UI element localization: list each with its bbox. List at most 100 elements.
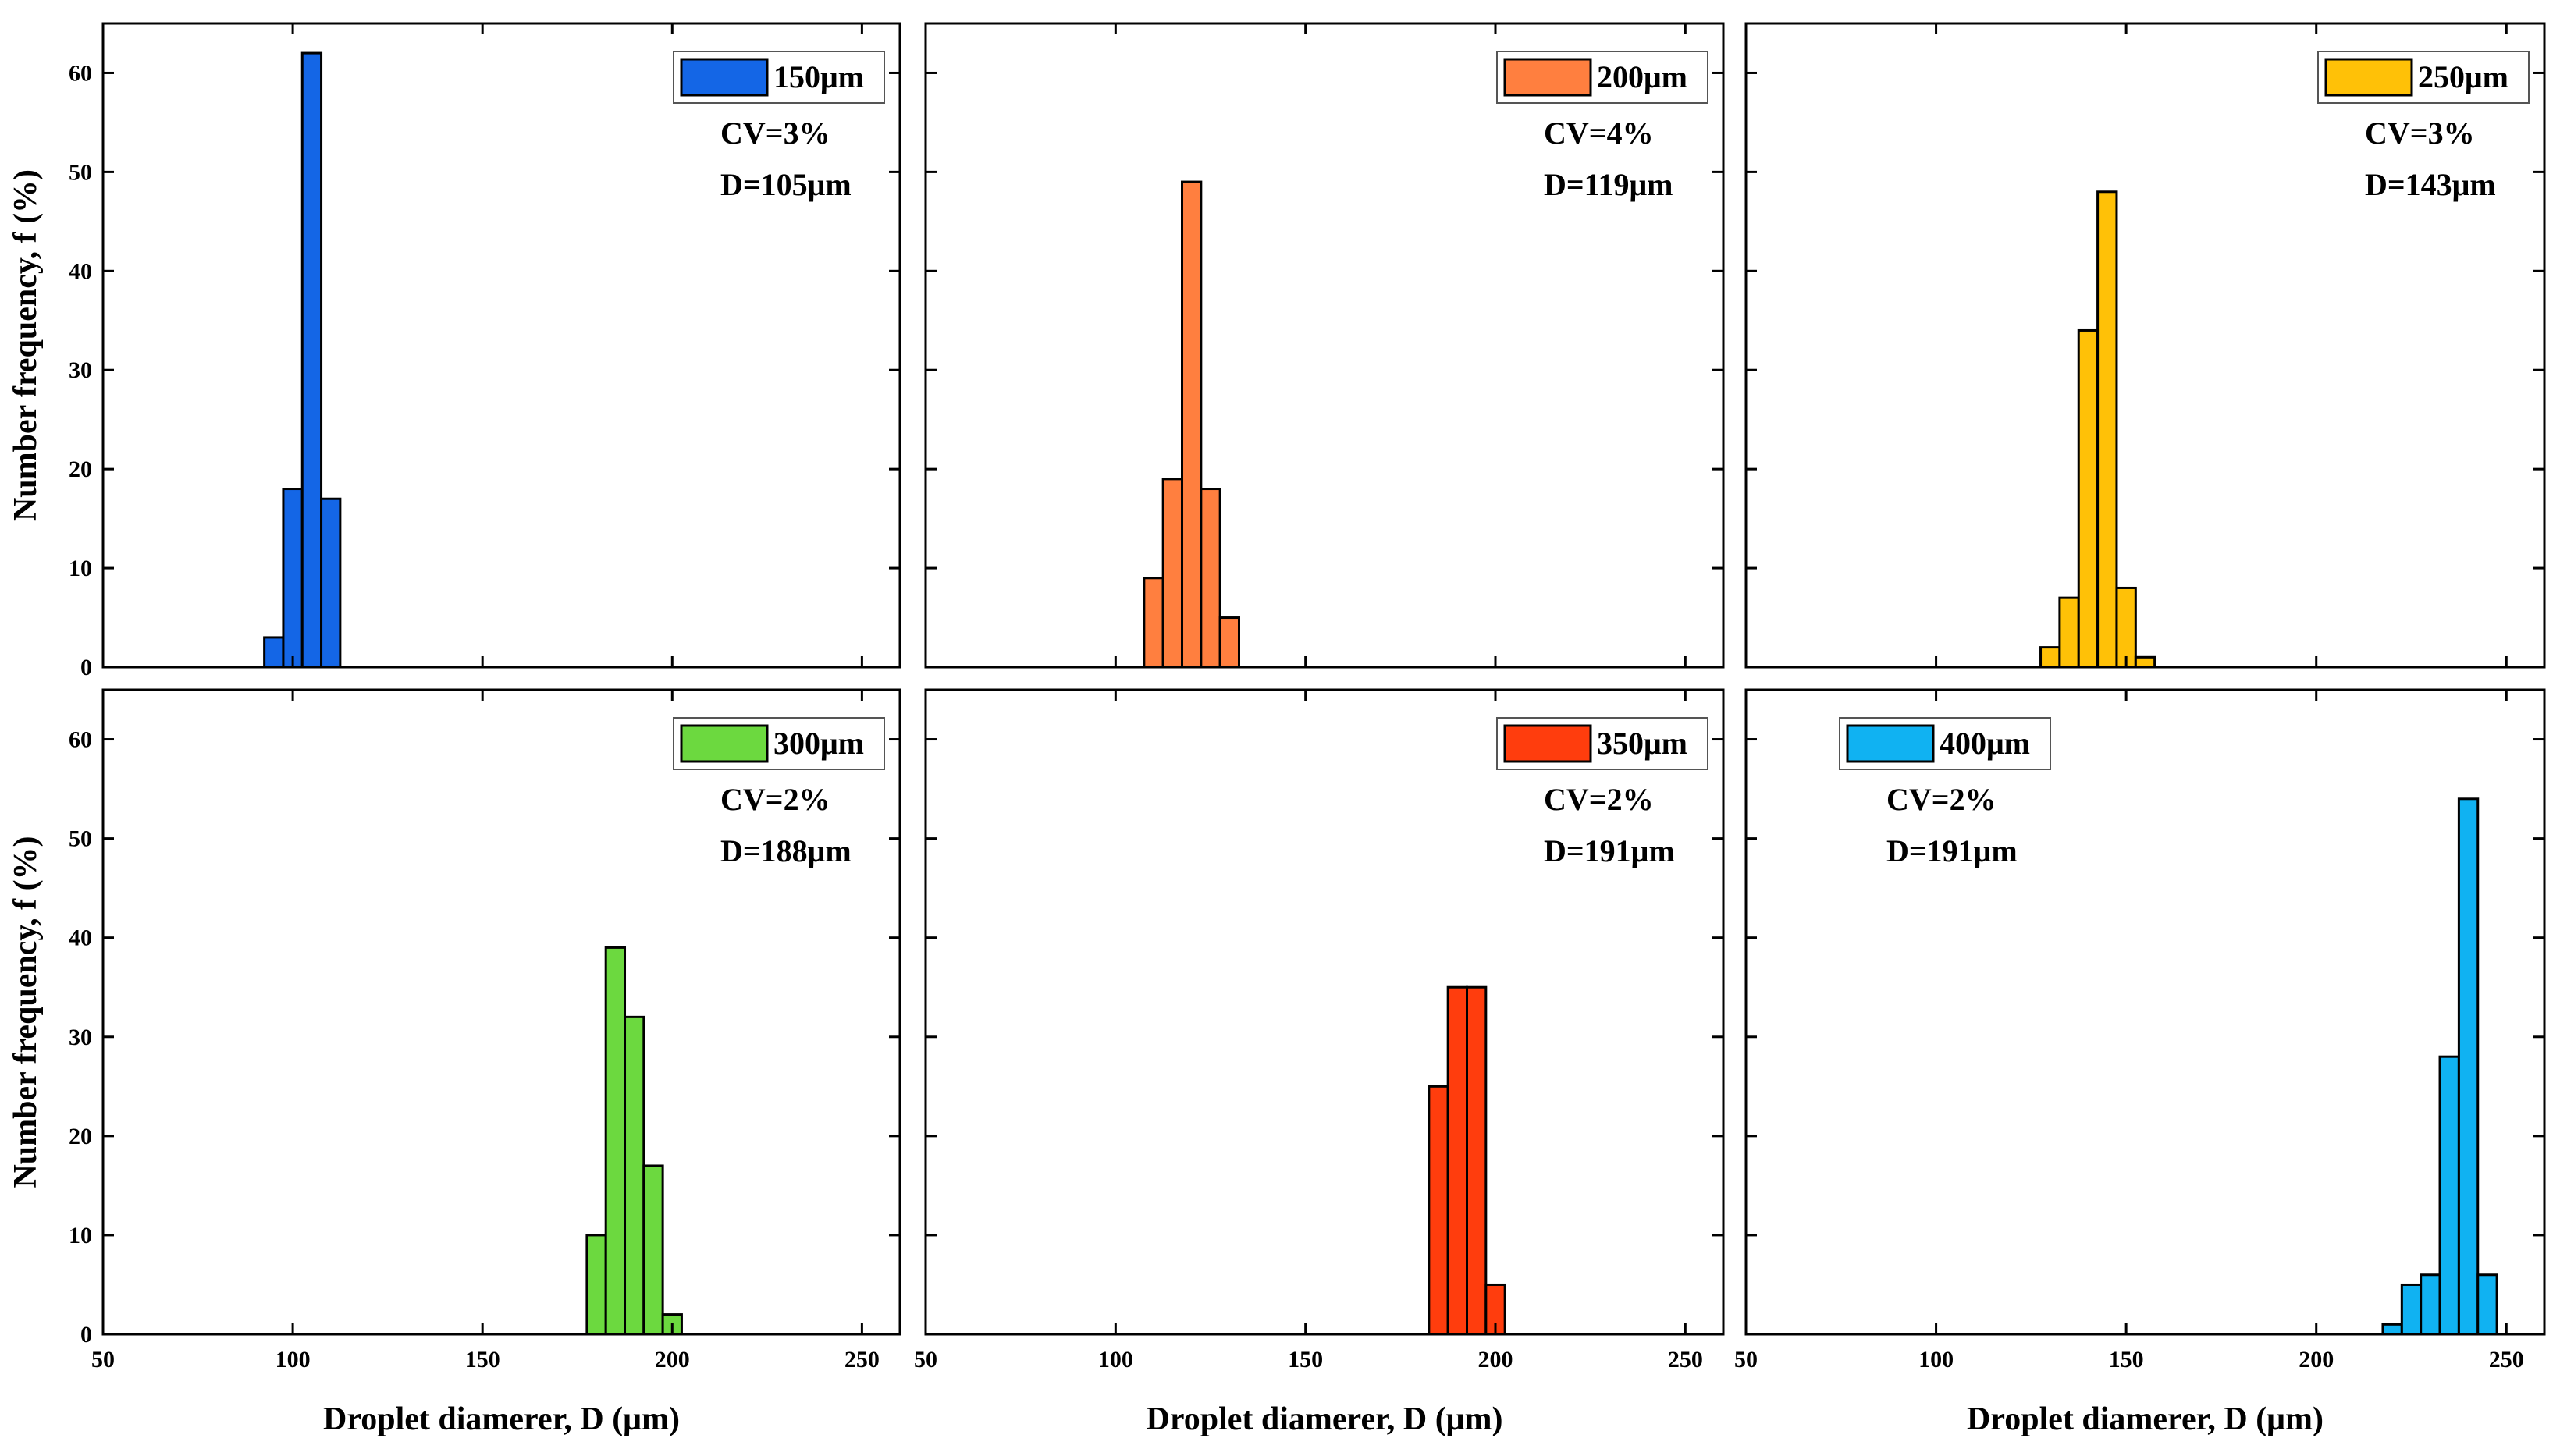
legend: 400μm (1839, 717, 2051, 770)
histogram-bar (1143, 577, 1164, 669)
histogram-bar (2457, 797, 2480, 1336)
panel-top-right: 250μm CV=3% D=143μm (1744, 22, 2546, 669)
x-tick-label: 250 (844, 1347, 880, 1373)
x-tick-label: 100 (1918, 1347, 1954, 1373)
y-axis-title: Number frequency, f (%) (8, 836, 44, 1188)
histogram-bar (1446, 985, 1468, 1336)
histogram-bar (263, 636, 285, 669)
histogram-bar (2381, 1323, 2403, 1336)
x-tick-label: 150 (465, 1347, 500, 1373)
panel-bottom-right: 50 100 150 200 250 400μm CV=2% D=191μm Droplet d… (1734, 688, 2546, 1437)
y-axis-title: Number frequency, f (%) (8, 169, 44, 521)
legend-label: 350μm (1597, 726, 1687, 761)
legend-label: 400μm (1940, 726, 2030, 761)
y-tick-label: 30 (69, 1025, 92, 1050)
histogram-bar (1218, 616, 1240, 669)
plot-frame (924, 688, 1725, 1336)
y-tick-label: 10 (69, 556, 92, 581)
legend: 150μm (673, 51, 885, 104)
histogram-bar (2058, 596, 2080, 669)
histogram-bar (2400, 1283, 2423, 1336)
histogram-bar (2115, 586, 2137, 669)
legend-label: 200μm (1597, 59, 1687, 94)
y-tick-label: 60 (69, 60, 92, 86)
histogram-bar (2438, 1055, 2460, 1336)
diameter-annotation: D=188μm (720, 833, 852, 868)
legend: 250μm (2317, 51, 2530, 104)
y-tick-label: 60 (69, 727, 92, 753)
legend: 300μm (673, 717, 885, 770)
histogram-bar (2134, 655, 2156, 669)
x-axis-title: Droplet diamerer, D (μm) (1967, 1401, 2324, 1437)
histogram-bar (624, 1015, 645, 1336)
legend-swatch (1503, 724, 1592, 763)
histogram-bar (1428, 1085, 1449, 1336)
legend-swatch (1846, 724, 1935, 763)
y-tick-label: 20 (69, 1124, 92, 1149)
plot-frame (101, 22, 901, 669)
diameter-annotation: D=191μm (1544, 833, 1675, 868)
legend-swatch (2324, 58, 2413, 97)
x-tick-label: 100 (1098, 1347, 1133, 1373)
panel-bottom-middle: 50 100 150 200 250 350μm CV=2% D=191μm Droplet d… (914, 688, 1725, 1437)
x-tick-label: 50 (914, 1347, 937, 1373)
legend-swatch (1503, 58, 1592, 97)
histogram-bar (320, 497, 342, 669)
y-tick-label: 30 (69, 357, 92, 383)
diameter-annotation: D=105μm (720, 167, 852, 202)
legend: 350μm (1496, 717, 1708, 770)
histogram-bar (2476, 1273, 2498, 1336)
y-tick-label: 50 (69, 826, 92, 852)
legend-swatch (680, 724, 769, 763)
y-tick-label: 20 (69, 456, 92, 482)
x-axis-title: Droplet diamerer, D (μm) (323, 1401, 680, 1437)
histogram-bar (2039, 646, 2061, 669)
y-tick-label: 40 (69, 258, 92, 284)
x-axis-title: Droplet diamerer, D (μm) (1147, 1401, 1503, 1437)
y-tick-label: 0 (80, 1322, 92, 1348)
plot-frame (1744, 22, 2546, 669)
diameter-annotation: D=191μm (1886, 833, 2018, 868)
plot-frame (1744, 688, 2546, 1336)
plot-frame (101, 688, 901, 1336)
cv-annotation: CV=3% (2365, 115, 2475, 151)
x-tick-label: 150 (1288, 1347, 1323, 1373)
x-tick-label: 50 (91, 1347, 115, 1373)
cv-annotation: CV=2% (1886, 782, 1996, 817)
panel-top-middle: 200μm CV=4% D=119μm (924, 22, 1725, 669)
legend-label: 300μm (773, 726, 864, 761)
y-tick-label: 40 (69, 925, 92, 951)
histogram-bar (1466, 985, 1488, 1336)
legend-swatch (680, 58, 769, 97)
x-tick-label: 100 (276, 1347, 311, 1373)
cv-annotation: CV=2% (720, 782, 830, 817)
y-tick-label: 10 (69, 1223, 92, 1248)
cv-annotation: CV=3% (720, 115, 830, 151)
cv-annotation: CV=4% (1544, 115, 1654, 151)
diameter-annotation: D=119μm (1544, 167, 1673, 202)
legend: 200μm (1496, 51, 1708, 104)
x-tick-label: 150 (2109, 1347, 2144, 1373)
histogram-bar (2096, 190, 2118, 669)
x-tick-label: 250 (2489, 1347, 2524, 1373)
histogram-bar (604, 946, 627, 1336)
histogram-bar (585, 1234, 607, 1336)
legend-label: 250μm (2418, 59, 2508, 94)
x-tick-label: 200 (655, 1347, 690, 1373)
x-tick-label: 200 (1478, 1347, 1513, 1373)
diameter-annotation: D=143μm (2365, 167, 2496, 202)
histogram-bar (2420, 1273, 2441, 1336)
plot-frame (924, 22, 1725, 669)
histogram-bar (2077, 328, 2100, 669)
histogram-bar (1181, 180, 1203, 669)
histogram-bar (300, 51, 323, 669)
y-tick-label: 50 (69, 159, 92, 185)
legend-label: 150μm (773, 59, 864, 94)
histogram-bar (1200, 488, 1221, 669)
histogram-bar (642, 1164, 664, 1336)
y-tick-label: 0 (80, 655, 92, 680)
histogram-bar (282, 488, 304, 669)
x-tick-label: 250 (1668, 1347, 1703, 1373)
cv-annotation: CV=2% (1544, 782, 1654, 817)
